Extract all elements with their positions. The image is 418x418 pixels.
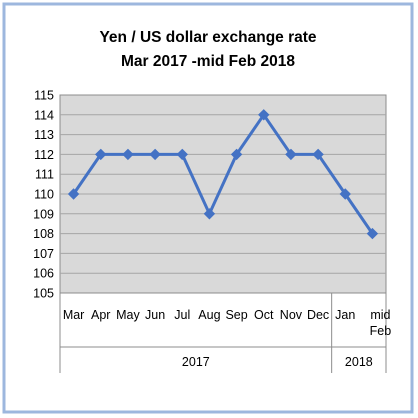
y-tick-label: 114 <box>34 108 54 122</box>
data-point-jan <box>339 188 351 200</box>
data-point-nov <box>285 148 297 161</box>
x-tick-label-line: Feb <box>370 324 392 338</box>
y-tick-label: 112 <box>34 148 54 162</box>
y-tick-label: 105 <box>33 287 54 301</box>
y-axis-labels: 105 106 107 108 109 110 111 112 113 114 115 <box>33 89 54 301</box>
data-point-oct <box>258 109 270 121</box>
x-tick-label: Jul <box>174 308 190 322</box>
x-tick-label: May <box>116 308 140 322</box>
x-tick-label: Dec <box>307 308 329 322</box>
y-tick-label: 110 <box>34 188 54 202</box>
x-tick-label: Nov <box>280 308 303 322</box>
x-tick-label: Jun <box>145 308 165 322</box>
data-point-jun <box>149 148 161 161</box>
chart-subtitle: Mar 2017 -mid Feb 2018 <box>121 53 295 70</box>
x-group-label: 2017 <box>182 355 210 369</box>
data-point-mid-feb <box>366 227 379 240</box>
y-tick-label: 106 <box>33 267 54 281</box>
x-tick-label: Apr <box>91 308 110 322</box>
x-tick-label: Jan <box>335 308 355 322</box>
series-points <box>67 109 379 240</box>
chart-title: Yen / US dollar exchange rate <box>99 29 316 46</box>
data-point-mar <box>67 188 80 200</box>
y-tick-label: 115 <box>34 89 54 103</box>
data-point-apr <box>95 148 107 161</box>
y-tick-label: 113 <box>34 128 54 142</box>
y-tick-label: 109 <box>33 207 54 221</box>
y-tick-label: 107 <box>33 247 54 261</box>
x-axis: Mar Apr May Jun Jul Aug Sep Oct Nov Dec Jan mid Feb 2… <box>59 293 392 373</box>
y-tick-label: 111 <box>35 168 54 182</box>
x-tick-label: Aug <box>198 308 220 322</box>
gridlines <box>60 114 386 274</box>
data-point-may <box>122 148 134 161</box>
x-tick-label: Mar <box>63 308 85 322</box>
x-group-label: 2018 <box>345 355 373 369</box>
data-point-aug <box>203 208 216 220</box>
x-tick-label: Sep <box>225 308 247 322</box>
x-tick-label: Oct <box>254 308 274 322</box>
data-point-dec <box>312 148 324 161</box>
data-point-jul <box>176 148 188 161</box>
data-point-sep <box>230 148 243 161</box>
y-tick-label: 108 <box>33 227 54 241</box>
x-tick-label: mid Feb <box>370 308 392 338</box>
x-tick-label-line: mid <box>370 308 390 322</box>
